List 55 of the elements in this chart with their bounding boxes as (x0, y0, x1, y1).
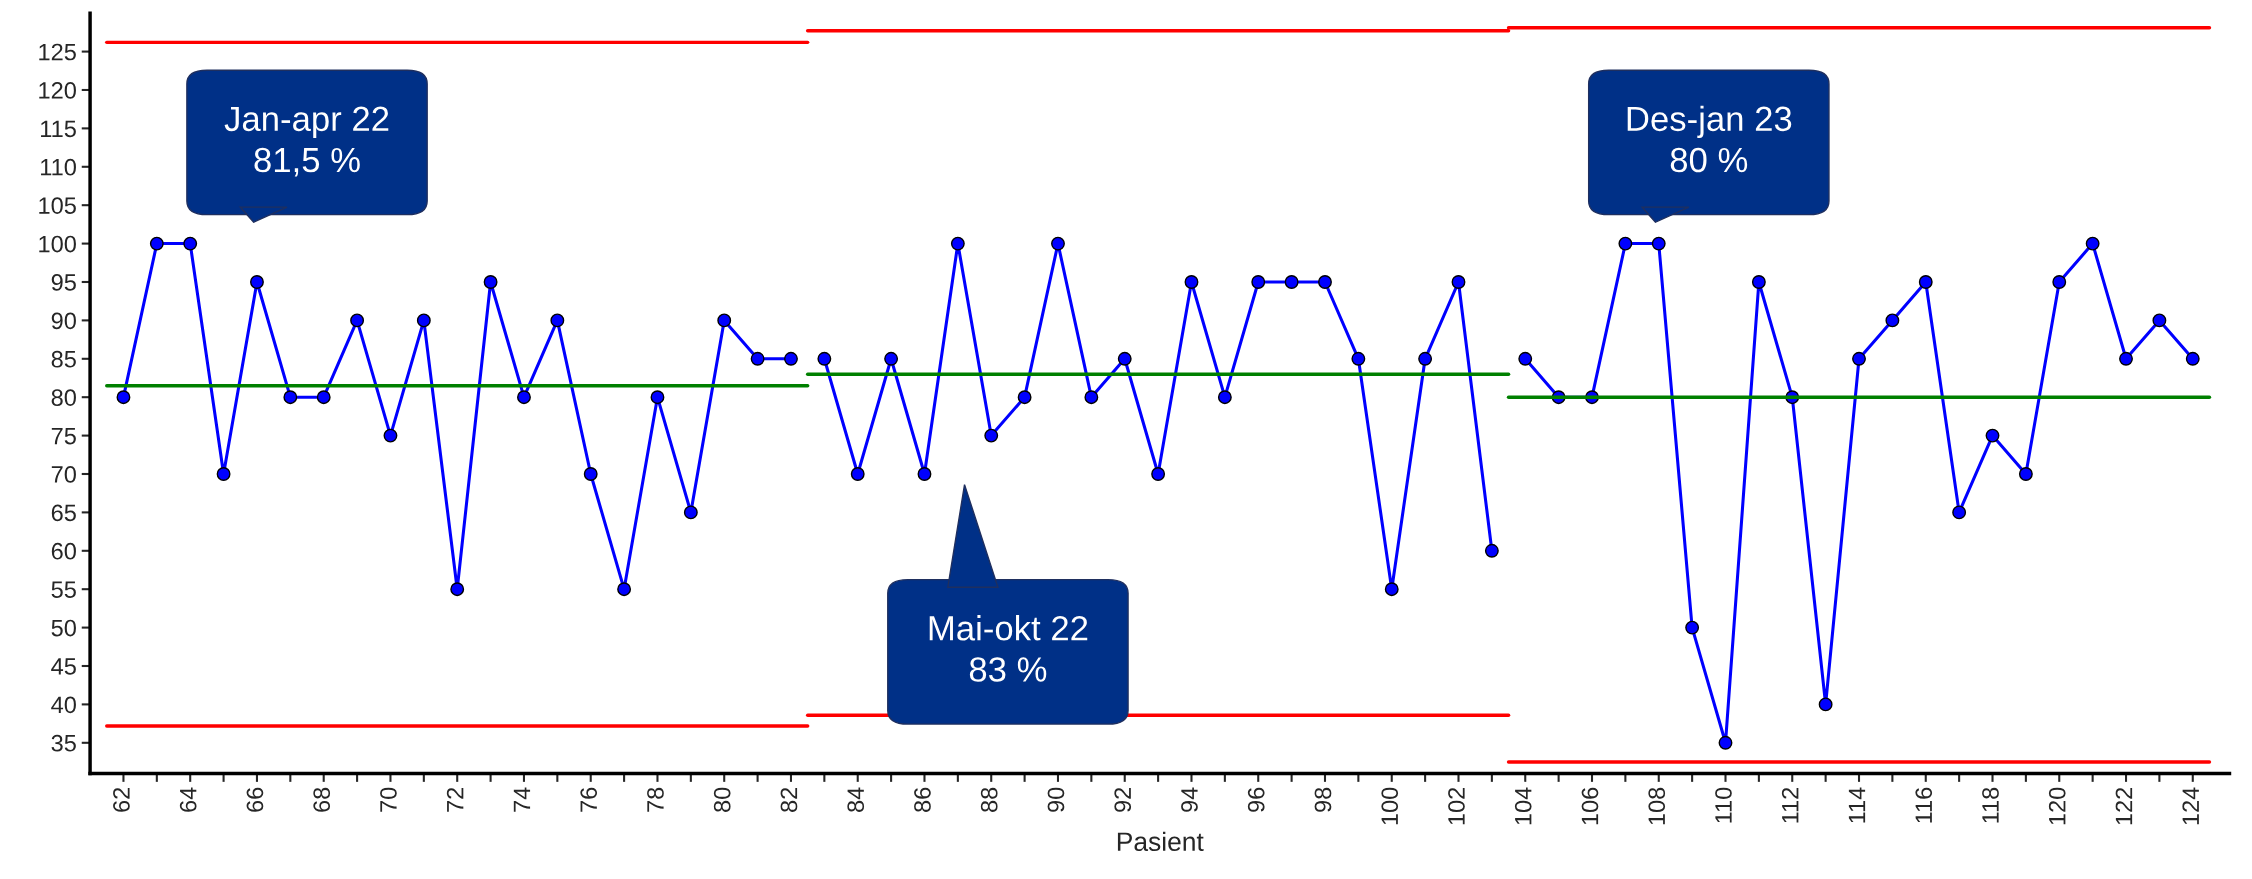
x-tick-label: 86 (914, 787, 931, 812)
x-tick-label: 64 (179, 787, 197, 812)
x-tick-label: 78 (647, 787, 664, 812)
y-tick-label: 115 (41, 120, 76, 138)
y-tick-label: 100 (39, 235, 76, 253)
y-tick-label: 120 (39, 82, 76, 99)
x-tick-label: 118 (1982, 787, 1999, 823)
x-tick-label: 102 (1448, 787, 1465, 825)
x-tick-label: 70 (380, 787, 397, 812)
y-tick-label: 85 (51, 350, 76, 368)
x-tick-label: 108 (1648, 787, 1666, 825)
x-tick-label: 84 (847, 787, 865, 812)
y-tick-label: 70 (51, 466, 76, 483)
x-tick-label: 68 (313, 787, 331, 812)
x-tick-label: 104 (1514, 787, 1532, 825)
y-tick-label: 35 (51, 734, 76, 752)
y-tick-label: 125 (39, 43, 76, 61)
x-tick-label: 122 (2115, 787, 2133, 825)
y-tick-label: 110 (41, 158, 76, 176)
x-tick-label: 66 (246, 787, 264, 812)
x-tick-label: 90 (1047, 787, 1065, 812)
y-tick-label: 55 (51, 581, 76, 598)
y-tick-label: 40 (51, 696, 76, 714)
x-tick-label: 114 (1848, 787, 1866, 823)
x-axis-title: Pasient (1117, 831, 1204, 852)
x-tick-label: 96 (1247, 787, 1265, 812)
y-tick-label: 105 (39, 197, 76, 214)
x-tick-label: 92 (1114, 787, 1132, 812)
x-tick-label: 124 (2182, 787, 2199, 825)
x-tick-label: 112 (1781, 787, 1799, 823)
x-tick-label: 106 (1581, 787, 1599, 825)
x-tick-label: 120 (2048, 787, 2066, 825)
x-tick-label: 94 (1181, 787, 1198, 812)
x-tick-label: 74 (513, 787, 531, 812)
x-tick-label: 100 (1381, 787, 1399, 825)
y-tick-label: 45 (51, 658, 76, 675)
x-tick-label: 62 (113, 787, 130, 812)
y-tick-label: 75 (51, 427, 76, 445)
y-tick-label: 50 (51, 619, 76, 637)
x-tick-label: 110 (1715, 787, 1732, 823)
x-tick-label: 72 (446, 787, 464, 812)
x-tick-label: 76 (580, 787, 598, 812)
x-tick-label: 116 (1915, 787, 1933, 823)
annotation: Jan-apr 22 81,5 % (224, 106, 389, 177)
x-tick-label: 88 (980, 787, 998, 812)
x-tick-label: 82 (780, 787, 798, 812)
y-tick-label: 65 (51, 504, 76, 522)
x-tick-label: 80 (713, 787, 731, 812)
annotation: Mai-okt 22 83 % (929, 615, 1088, 682)
x-tick-label: 98 (1314, 787, 1332, 812)
y-tick-label: 90 (51, 312, 76, 330)
y-tick-label: 60 (51, 542, 76, 560)
y-tick-label: 95 (51, 274, 76, 291)
y-tick-label: 80 (51, 389, 76, 406)
annotation: Des-jan 23 80 % (1627, 105, 1792, 173)
